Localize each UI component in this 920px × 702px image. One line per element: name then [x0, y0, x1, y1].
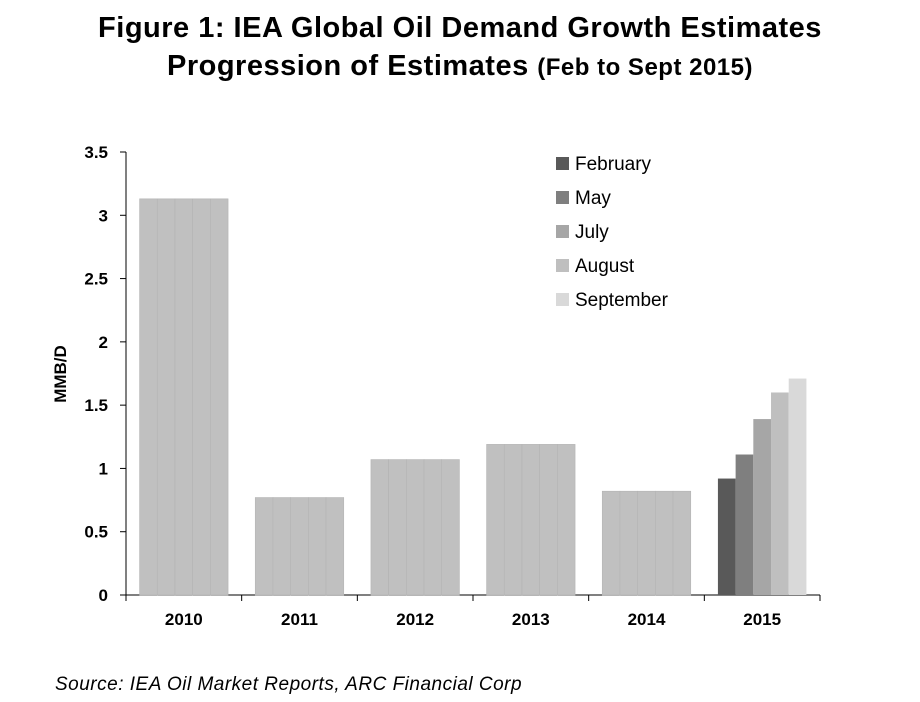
- legend-swatch-may: [556, 191, 569, 204]
- legend-swatch-july: [556, 225, 569, 238]
- bar-2010-august: [192, 198, 211, 596]
- bar-2012-august: [423, 459, 443, 596]
- bar-2010-may: [156, 198, 176, 596]
- y-tick-label: 0: [99, 586, 108, 605]
- bar-2015-august: [771, 392, 789, 595]
- y-tick-label: 3: [99, 206, 108, 225]
- legend: February May July August September: [556, 154, 669, 311]
- bar-2015-september: [788, 378, 807, 595]
- bar-2015-february: [717, 478, 736, 595]
- bar-2011-august: [308, 497, 327, 596]
- bar-2013-february: [486, 444, 505, 596]
- bar-2013-may: [503, 444, 523, 596]
- y-axis: 0 0.5 1 1.5 2 2.5 3 3.5: [84, 143, 127, 605]
- bar-2010-july: [174, 198, 193, 596]
- bar-2014-july: [637, 490, 656, 596]
- bar-2010-september: [210, 198, 229, 596]
- chart-title: Figure 1: IEA Global Oil Demand Growth E…: [98, 12, 822, 44]
- bar-2014-august: [655, 490, 674, 596]
- legend-label-august: August: [575, 256, 635, 277]
- y-tick-label: 2: [99, 333, 108, 352]
- bar-2011-september: [325, 497, 345, 596]
- bar-2015-may: [735, 454, 754, 595]
- bar-2012-september: [441, 459, 460, 596]
- bar-2012-february: [370, 459, 389, 596]
- x-tick-label: 2011: [281, 610, 318, 629]
- bar-2012-july: [406, 459, 425, 596]
- legend-label-february: February: [575, 154, 652, 175]
- bar-2011-july: [290, 497, 309, 596]
- bar-2015-july: [753, 419, 772, 595]
- chart-subtitle-main: Progression of Estimates: [167, 50, 538, 82]
- bar-2014-september: [672, 490, 692, 596]
- bar-2012-may: [388, 459, 407, 596]
- y-tick-label: 1: [99, 459, 108, 478]
- x-tick-label: 2012: [396, 610, 434, 629]
- bars: [139, 198, 807, 596]
- legend-swatch-august: [556, 259, 569, 272]
- bar-2011-february: [254, 497, 274, 596]
- x-tick-label: 2010: [165, 610, 203, 629]
- bar-2013-september: [557, 444, 576, 596]
- x-tick-label: 2015: [743, 610, 781, 629]
- legend-swatch-september: [556, 293, 569, 306]
- legend-label-september: September: [575, 290, 669, 311]
- y-axis-label: MMB/D: [51, 345, 70, 403]
- y-tick-label: 1.5: [84, 396, 108, 415]
- chart-subtitle-paren: (Feb to Sept 2015): [537, 54, 753, 81]
- bar-2014-may: [619, 490, 638, 596]
- x-tick-label: 2014: [628, 610, 666, 629]
- x-axis: 2010 2011 2012 2013 2014 2015: [125, 594, 821, 629]
- bar-2010-february: [139, 198, 158, 596]
- legend-swatch-february: [556, 157, 569, 170]
- bar-2011-may: [272, 497, 291, 596]
- bar-2013-july: [521, 444, 540, 596]
- legend-label-may: May: [575, 188, 611, 209]
- x-tick-label: 2013: [512, 610, 550, 629]
- chart-subtitle: Progression of Estimates (Feb to Sept 20…: [0, 50, 920, 83]
- y-tick-label: 2.5: [84, 270, 108, 289]
- legend-label-july: July: [575, 222, 609, 243]
- source-note: Source: IEA Oil Market Reports, ARC Fina…: [55, 674, 523, 695]
- bar-2014-february: [601, 490, 621, 596]
- bar-2013-august: [539, 444, 558, 596]
- y-tick-label: 0.5: [84, 523, 108, 542]
- y-tick-label: 3.5: [84, 143, 108, 162]
